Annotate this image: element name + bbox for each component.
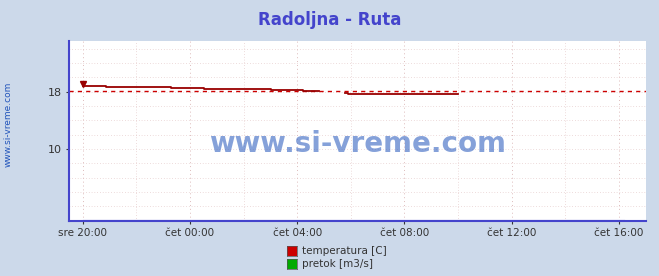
Text: Radoljna - Ruta: Radoljna - Ruta	[258, 11, 401, 29]
Text: www.si-vreme.com: www.si-vreme.com	[4, 81, 13, 167]
Text: temperatura [C]: temperatura [C]	[302, 246, 387, 256]
Text: www.si-vreme.com: www.si-vreme.com	[209, 130, 506, 158]
Text: pretok [m3/s]: pretok [m3/s]	[302, 259, 373, 269]
